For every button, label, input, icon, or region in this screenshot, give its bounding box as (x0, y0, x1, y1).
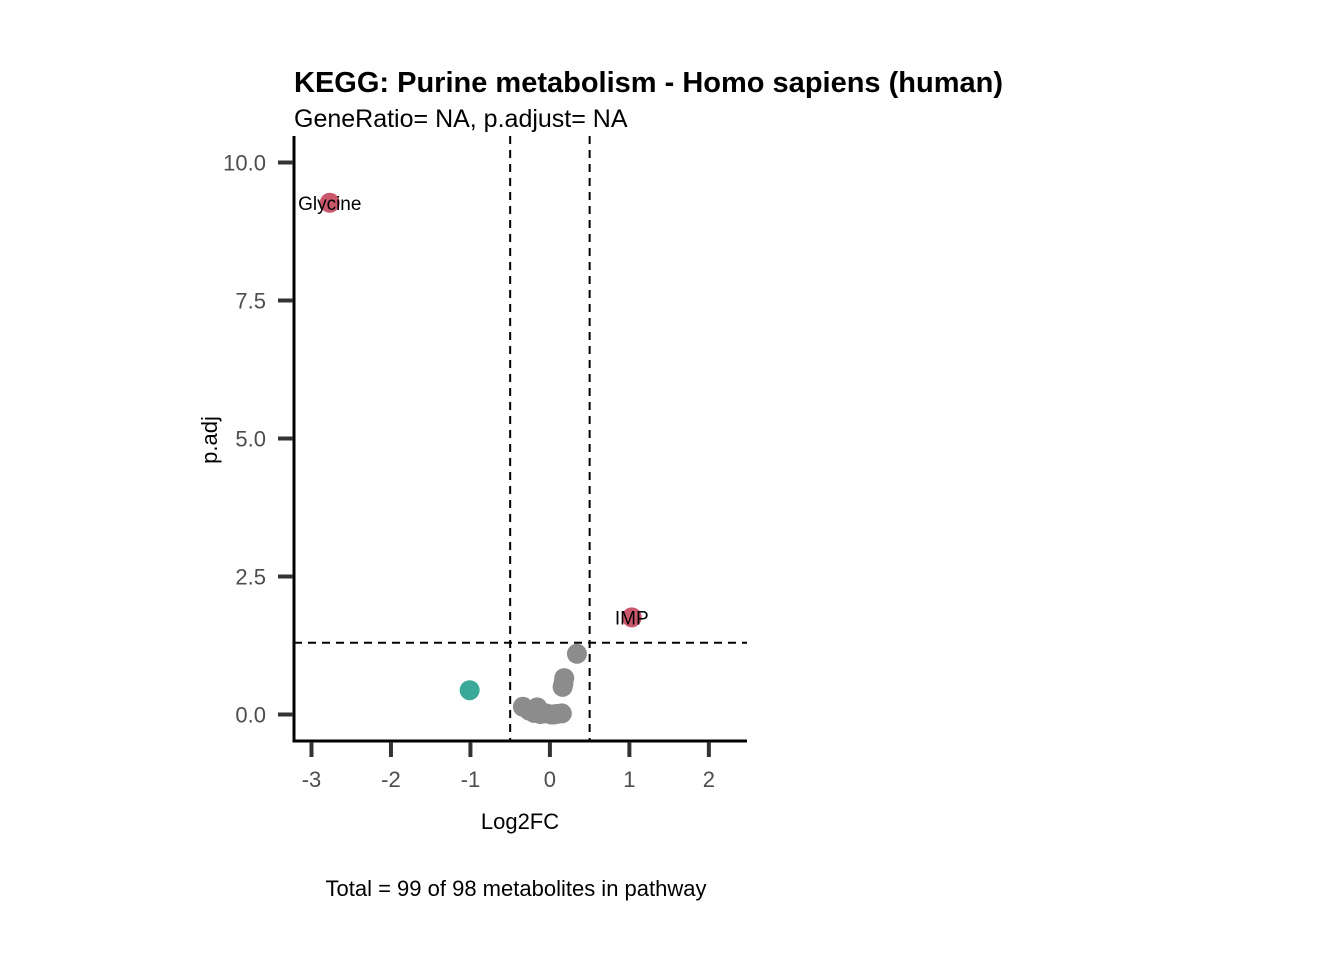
y-tick-label-0: 0.0 (235, 703, 266, 728)
data-point-3 (566, 643, 587, 664)
x-tick-label-1: -2 (381, 767, 401, 792)
point-label-0: Glycine (298, 194, 361, 215)
data-point-0 (319, 192, 340, 213)
y-tick-label-3: 7.5 (235, 288, 266, 313)
y-axis-ticks: 0.0 2.5 5.0 7.5 10.0 (223, 150, 293, 728)
y-axis-title: p.adj (197, 416, 222, 464)
y-tick-label-1: 2.5 (235, 565, 266, 590)
x-tick-label-5: 2 (703, 767, 715, 792)
chart-subtitle: GeneRatio= NA, p.adjust= NA (294, 105, 628, 133)
x-axis-ticks: -3 -2 -1 0 1 2 (302, 742, 715, 792)
data-point-16 (543, 704, 564, 725)
chart-title: KEGG: Purine metabolism - Homo sapiens (… (294, 67, 1003, 99)
x-tick-label-3: 0 (544, 767, 556, 792)
x-tick-label-4: 1 (623, 767, 635, 792)
y-tick-label-2: 5.0 (235, 427, 266, 452)
x-axis-title: Log2FC (481, 809, 559, 834)
point-labels: Glycine IMP (298, 194, 649, 630)
threshold-lines (294, 136, 747, 741)
data-points (319, 192, 642, 725)
chart-caption: Total = 99 of 98 metabolites in pathway (326, 876, 707, 901)
data-point-2 (459, 680, 480, 701)
data-point-6 (552, 676, 573, 697)
data-point-1 (621, 607, 642, 628)
point-label-1: IMP (615, 608, 649, 629)
x-tick-label-0: -3 (302, 767, 322, 792)
y-tick-label-4: 10.0 (223, 150, 266, 175)
x-tick-label-2: -1 (461, 767, 481, 792)
